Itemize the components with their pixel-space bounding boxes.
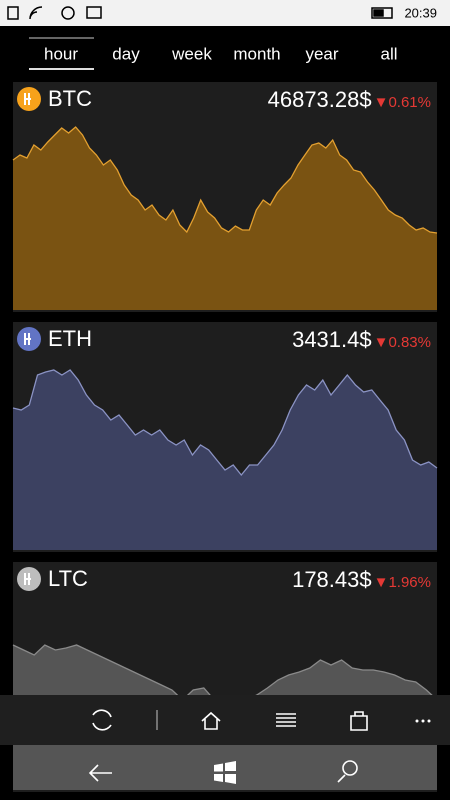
coin-icon-glyph	[24, 573, 31, 585]
home-button[interactable]	[201, 711, 221, 730]
app-bar-icons	[92, 709, 368, 731]
coin-icon-glyph	[24, 333, 31, 345]
price-line	[12, 126, 438, 234]
coin-symbol: BTC	[48, 86, 92, 111]
tab[interactable]: all	[380, 44, 397, 63]
coin-symbol: LTC	[48, 566, 88, 591]
coin-change: ▼0.83%	[374, 334, 431, 351]
tab[interactable]: day	[112, 44, 140, 63]
windows-button[interactable]	[214, 761, 236, 784]
tab[interactable]: year	[305, 44, 338, 63]
tab[interactable]: week	[171, 44, 212, 63]
price-line	[12, 369, 438, 477]
refresh-button[interactable]	[92, 709, 112, 731]
search-button[interactable]	[337, 760, 358, 783]
coin-price: 178.43$	[292, 567, 372, 592]
coin-price: 46873.28$	[268, 87, 372, 112]
bag-button[interactable]	[350, 711, 368, 731]
tab[interactable]: hour	[44, 44, 78, 63]
coin-symbol: ETH	[48, 326, 92, 351]
status-icons	[7, 6, 393, 20]
tab[interactable]: month	[233, 44, 280, 63]
coin-icon-glyph	[24, 93, 31, 105]
more-button[interactable]	[415, 719, 431, 723]
nav-bar	[88, 760, 358, 783]
coin-change: ▼0.61%	[374, 94, 431, 111]
coin-price: 3431.4$	[292, 327, 372, 352]
app-bar	[0, 695, 450, 745]
back-button[interactable]	[88, 764, 112, 782]
list-button[interactable]	[276, 713, 296, 727]
coin-change: ▼1.96%	[374, 574, 431, 591]
status-time: 20:39	[404, 5, 437, 20]
price-area	[13, 127, 437, 310]
